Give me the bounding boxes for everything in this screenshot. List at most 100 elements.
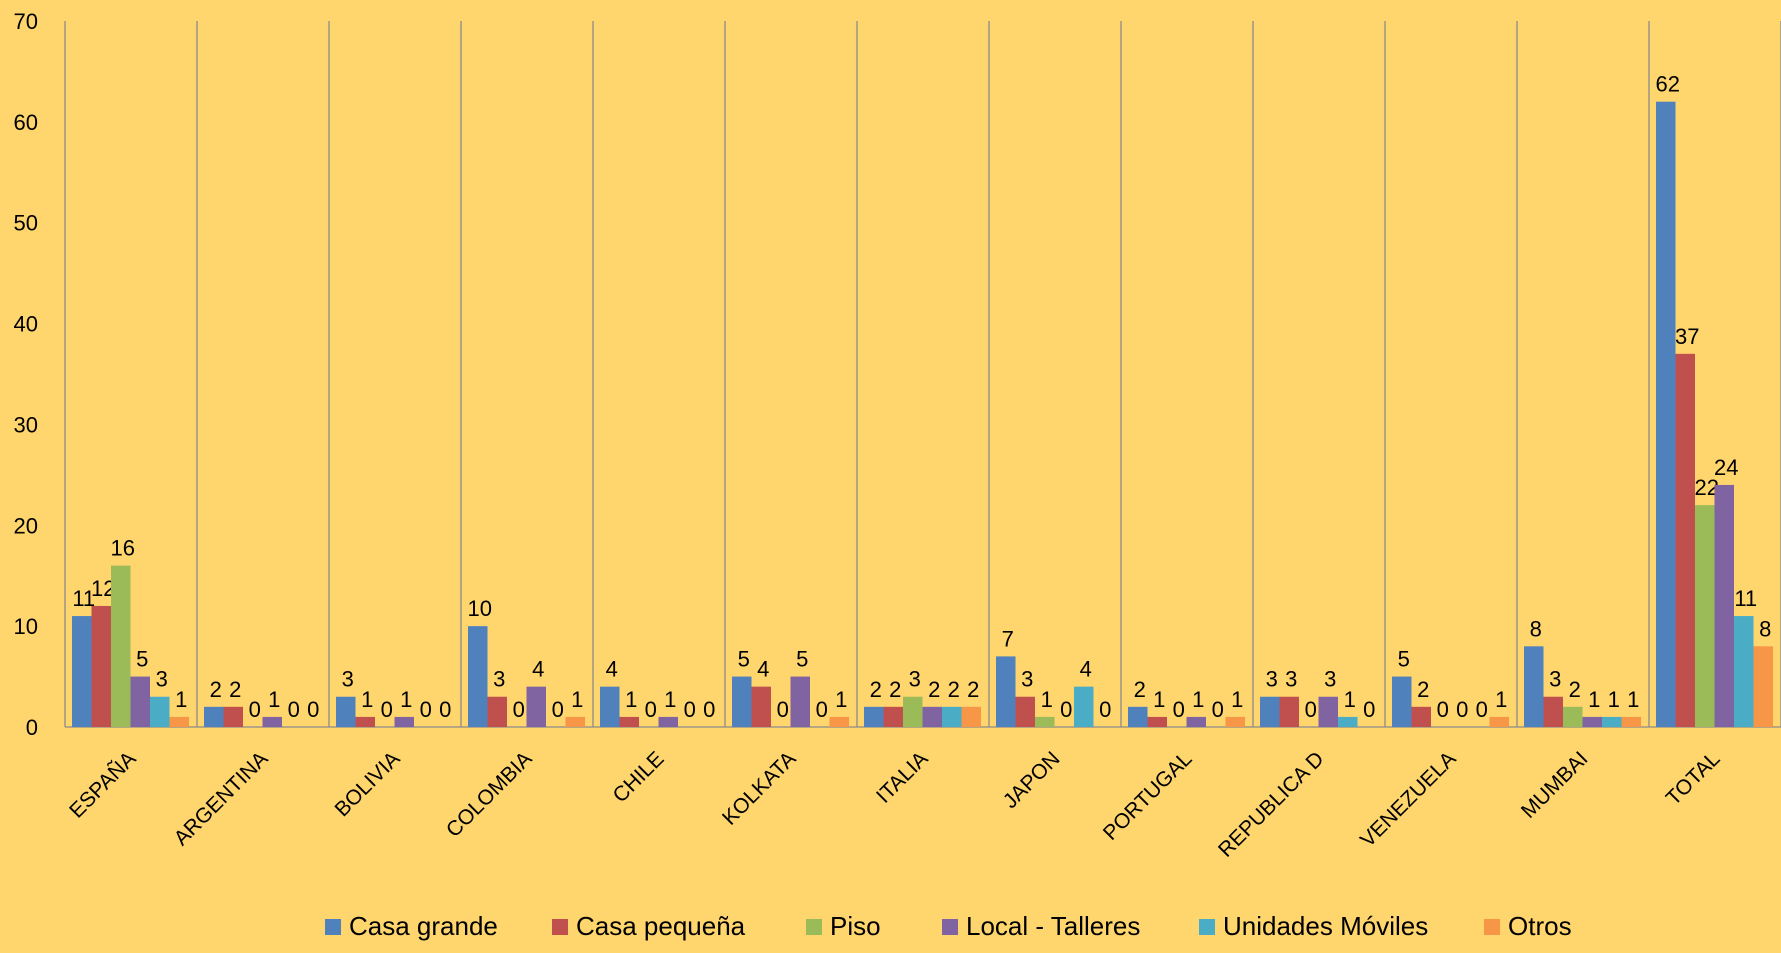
data-label: 2 — [870, 677, 882, 702]
data-label: 0 — [703, 697, 715, 722]
x-tick-label: JAPON — [999, 747, 1065, 813]
legend-swatch — [552, 919, 568, 935]
data-label: 8 — [1530, 616, 1542, 641]
data-label: 0 — [439, 697, 451, 722]
data-label: 3 — [1021, 667, 1033, 692]
bar — [961, 706, 981, 727]
data-label: 0 — [1212, 697, 1224, 722]
bar — [1318, 696, 1338, 727]
bar — [1186, 716, 1206, 727]
bar — [1582, 716, 1602, 727]
bar — [1602, 716, 1622, 727]
bar — [1035, 716, 1055, 727]
data-label: 1 — [625, 687, 637, 712]
data-label: 1 — [400, 687, 412, 712]
data-label: 0 — [288, 697, 300, 722]
bar — [169, 716, 189, 727]
bar — [996, 656, 1016, 727]
data-label: 0 — [777, 697, 789, 722]
data-label: 0 — [552, 697, 564, 722]
data-label: 0 — [1456, 697, 1468, 722]
data-label: 10 — [468, 596, 492, 621]
y-tick-label: 10 — [14, 614, 38, 639]
bar — [829, 716, 849, 727]
legend-label: Otros — [1508, 911, 1572, 941]
bar — [1489, 716, 1509, 727]
bar — [336, 696, 356, 727]
data-label: 3 — [493, 667, 505, 692]
bar — [751, 686, 771, 727]
bar — [922, 706, 942, 727]
data-label: 0 — [420, 697, 432, 722]
x-tick-label: VENEZUELA — [1356, 747, 1461, 852]
legend-swatch — [1484, 919, 1500, 935]
data-label: 11 — [1734, 586, 1757, 611]
data-label: 0 — [1099, 697, 1111, 722]
bar — [1279, 696, 1299, 727]
data-label: 4 — [757, 657, 769, 682]
data-label: 5 — [738, 647, 750, 672]
data-label: 1 — [1495, 687, 1507, 712]
data-label: 1 — [268, 687, 280, 712]
data-label: 2 — [928, 677, 940, 702]
y-tick-label: 60 — [14, 110, 38, 135]
bar — [355, 716, 375, 727]
data-label: 1 — [835, 687, 847, 712]
data-label: 1 — [1344, 687, 1356, 712]
bar — [150, 696, 170, 727]
data-label: 2 — [889, 677, 901, 702]
y-tick-label: 20 — [14, 513, 38, 538]
bar — [619, 716, 639, 727]
data-label: 5 — [796, 647, 808, 672]
bar — [1543, 696, 1563, 727]
data-label: 62 — [1656, 72, 1680, 97]
data-label: 0 — [1173, 697, 1185, 722]
bar — [91, 605, 111, 727]
data-label: 0 — [381, 697, 393, 722]
bar — [394, 716, 414, 727]
data-label: 3 — [1324, 667, 1336, 692]
bar — [1147, 716, 1167, 727]
legend-label: Casa pequeña — [576, 911, 746, 941]
data-label: 0 — [1060, 697, 1072, 722]
legend-swatch — [325, 919, 341, 935]
bar — [262, 716, 282, 727]
data-label: 3 — [1285, 667, 1297, 692]
data-label: 1 — [1588, 687, 1600, 712]
data-label: 37 — [1675, 324, 1699, 349]
data-label: 24 — [1714, 455, 1738, 480]
bar — [942, 706, 962, 727]
bar — [1260, 696, 1280, 727]
data-label: 4 — [606, 657, 618, 682]
legend-label: Casa grande — [349, 911, 498, 941]
data-label: 7 — [1002, 626, 1014, 651]
bar — [1714, 484, 1734, 727]
data-label: 1 — [1231, 687, 1243, 712]
x-tick-label: COLOMBIA — [442, 747, 537, 842]
bar — [1015, 696, 1035, 727]
data-label: 0 — [1363, 697, 1375, 722]
y-tick-label: 50 — [14, 211, 38, 236]
legend-swatch — [806, 919, 822, 935]
data-label: 3 — [342, 667, 354, 692]
data-label: 1 — [1627, 687, 1639, 712]
data-label: 5 — [1398, 647, 1410, 672]
x-tick-label: REPUBLICA D — [1214, 747, 1328, 861]
data-label: 1 — [1041, 687, 1053, 712]
bar — [72, 616, 92, 727]
data-label: 2 — [1569, 677, 1581, 702]
legend-swatch — [942, 919, 958, 935]
bar — [600, 686, 620, 727]
legend-label: Piso — [830, 911, 881, 941]
bar — [1656, 101, 1676, 727]
data-label: 3 — [1549, 667, 1561, 692]
x-tick-label: ARGENTINA — [170, 747, 273, 850]
data-label: 3 — [909, 667, 921, 692]
x-tick-label: PORTUGAL — [1099, 747, 1197, 845]
bar — [1411, 706, 1431, 727]
data-label: 2 — [1417, 677, 1429, 702]
y-tick-label: 0 — [26, 715, 38, 740]
bar — [487, 696, 507, 727]
bar — [1074, 686, 1094, 727]
data-label: 2 — [948, 677, 960, 702]
